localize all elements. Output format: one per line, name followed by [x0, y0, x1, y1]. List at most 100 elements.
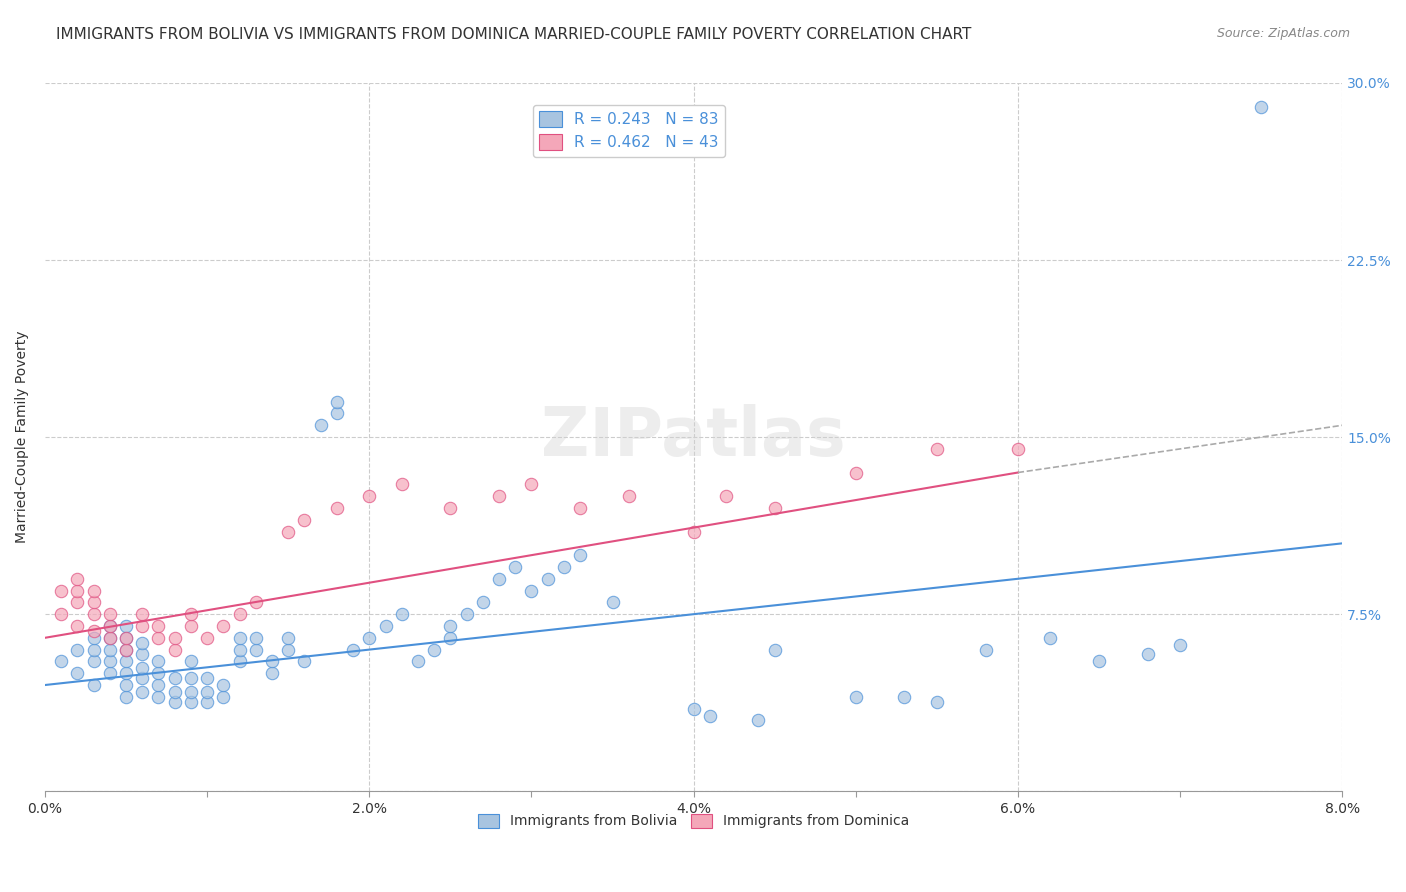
Point	[148, 619, 170, 633]
Point	[195, 631, 218, 645]
Point	[763, 500, 786, 515]
Point	[148, 631, 170, 645]
Point	[520, 477, 543, 491]
Point	[326, 394, 349, 409]
Point	[763, 642, 786, 657]
Y-axis label: Married-Couple Family Poverty: Married-Couple Family Poverty	[15, 331, 30, 543]
Point	[180, 654, 202, 668]
Point	[1168, 638, 1191, 652]
Point	[131, 619, 153, 633]
Point	[195, 671, 218, 685]
Point	[195, 694, 218, 708]
Point	[180, 685, 202, 699]
Point	[98, 607, 121, 622]
Point	[925, 442, 948, 456]
Point	[747, 714, 769, 728]
Point	[115, 654, 138, 668]
Legend: Immigrants from Bolivia, Immigrants from Dominica: Immigrants from Bolivia, Immigrants from…	[472, 808, 915, 834]
Point	[195, 685, 218, 699]
Point	[115, 642, 138, 657]
Point	[115, 678, 138, 692]
Point	[131, 635, 153, 649]
Point	[98, 631, 121, 645]
Point	[115, 631, 138, 645]
Point	[714, 489, 737, 503]
Point	[83, 642, 105, 657]
Point	[488, 572, 510, 586]
Point	[66, 642, 89, 657]
Point	[83, 624, 105, 638]
Point	[1088, 654, 1111, 668]
Point	[553, 560, 575, 574]
Point	[228, 607, 250, 622]
Point	[98, 666, 121, 681]
Point	[1250, 99, 1272, 113]
Point	[98, 642, 121, 657]
Point	[1039, 631, 1062, 645]
Point	[359, 631, 381, 645]
Point	[602, 595, 624, 609]
Point	[893, 690, 915, 704]
Point	[374, 619, 396, 633]
Point	[83, 678, 105, 692]
Point	[342, 642, 364, 657]
Point	[359, 489, 381, 503]
Point	[163, 631, 186, 645]
Point	[439, 619, 461, 633]
Point	[148, 666, 170, 681]
Point	[245, 631, 267, 645]
Point	[83, 631, 105, 645]
Point	[83, 607, 105, 622]
Point	[1007, 442, 1029, 456]
Point	[471, 595, 494, 609]
Point	[682, 701, 704, 715]
Point	[228, 631, 250, 645]
Point	[131, 648, 153, 662]
Point	[115, 642, 138, 657]
Point	[115, 666, 138, 681]
Point	[277, 631, 299, 645]
Point	[66, 583, 89, 598]
Point	[163, 671, 186, 685]
Point	[131, 607, 153, 622]
Point	[83, 654, 105, 668]
Point	[131, 685, 153, 699]
Point	[98, 654, 121, 668]
Point	[682, 524, 704, 539]
Point	[277, 524, 299, 539]
Point	[245, 595, 267, 609]
Point	[98, 619, 121, 633]
Text: ZIPatlas: ZIPatlas	[541, 404, 846, 470]
Point	[51, 583, 73, 598]
Point	[148, 654, 170, 668]
Point	[974, 642, 997, 657]
Point	[617, 489, 640, 503]
Point	[406, 654, 429, 668]
Point	[131, 661, 153, 675]
Point	[569, 548, 592, 562]
Point	[391, 477, 413, 491]
Point	[115, 631, 138, 645]
Point	[423, 642, 446, 657]
Point	[180, 671, 202, 685]
Point	[309, 418, 332, 433]
Point	[180, 607, 202, 622]
Point	[98, 631, 121, 645]
Point	[212, 678, 235, 692]
Point	[51, 654, 73, 668]
Point	[212, 690, 235, 704]
Point	[228, 654, 250, 668]
Point	[228, 642, 250, 657]
Point	[488, 489, 510, 503]
Point	[845, 466, 868, 480]
Point	[569, 500, 592, 515]
Point	[66, 666, 89, 681]
Point	[163, 685, 186, 699]
Point	[245, 642, 267, 657]
Point	[520, 583, 543, 598]
Point	[699, 708, 721, 723]
Point	[98, 619, 121, 633]
Point	[180, 694, 202, 708]
Point	[326, 500, 349, 515]
Point	[66, 595, 89, 609]
